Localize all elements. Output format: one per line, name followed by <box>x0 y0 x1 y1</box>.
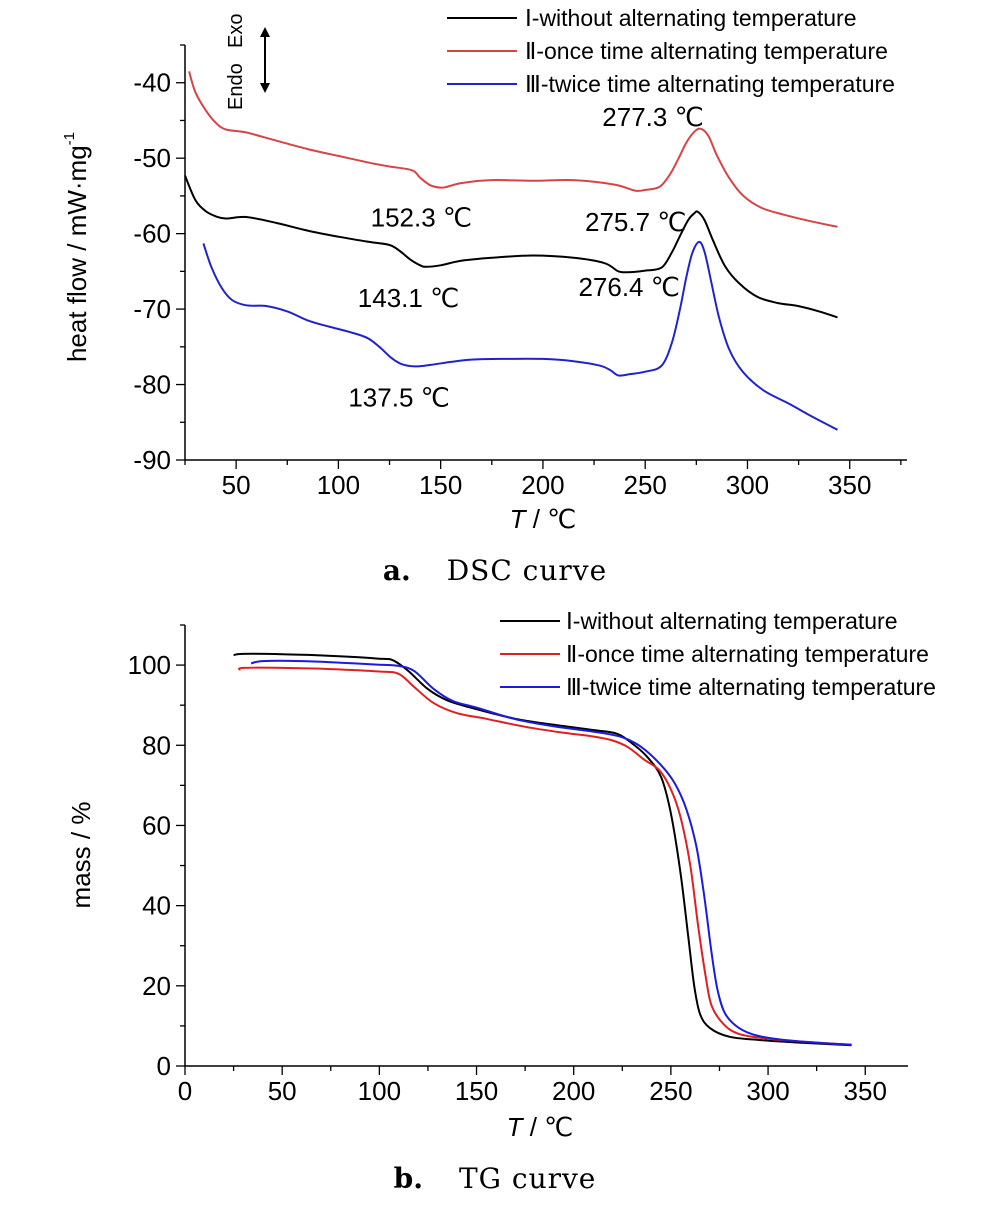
tg-series-2-line <box>237 666 852 1046</box>
tg-xlabel: T / ℃ <box>507 1112 574 1142</box>
tg-legend: Ⅰ-without alternating temperature Ⅱ-once … <box>500 608 936 700</box>
endo-label: Endo <box>225 63 247 110</box>
dsc-series-1-line <box>184 175 838 319</box>
dsc-x-tick-label: 250 <box>624 470 667 500</box>
dsc-ylabel-sup: -1 <box>61 132 78 145</box>
dsc-ylabel-main: heat flow / mW·mg <box>62 145 92 362</box>
dsc-peak-annotation-5: 276.4 ℃ <box>578 272 680 302</box>
tg-y-tick-label: 20 <box>142 971 171 1001</box>
tg-y-tick-label: 60 <box>142 810 171 840</box>
dsc-plot-area <box>184 71 838 431</box>
dsc-legend-label-2: Ⅱ-once time alternating temperature <box>525 38 888 64</box>
dsc-x-tick-label: 50 <box>222 470 251 500</box>
dsc-caption-text: DSC curve <box>447 554 607 587</box>
dsc-y-tick-label: -90 <box>133 445 171 475</box>
tg-y-tick-label: 80 <box>142 730 171 760</box>
dsc-legend-label-1: Ⅰ-without alternating temperature <box>525 5 857 31</box>
tg-legend-label-3: Ⅲ-twice time alternating temperature <box>566 674 936 700</box>
exo-label: Exo <box>225 14 247 48</box>
dsc-series-3-line <box>202 240 838 431</box>
tg-x-tick-label: 250 <box>649 1076 692 1106</box>
tg-x-tick-label: 300 <box>746 1076 789 1106</box>
tg-caption-text: TG curve <box>459 1162 596 1195</box>
tg-caption: b. TG curve <box>394 1162 597 1195</box>
dsc-x-tick-label: 150 <box>419 470 462 500</box>
dsc-peak-annotation-2: 152.3 ℃ <box>371 203 473 233</box>
dsc-peak-annotation-6: 137.5 ℃ <box>348 382 450 412</box>
dsc-peak-annotation-4: 143.1 ℃ <box>358 283 460 313</box>
dsc-ylabel: heat flow / mW·mg-1 <box>61 132 92 362</box>
tg-chart: 0 50 100 150 200 250 300 350 0 20 40 60 80 100 mass /… <box>66 608 936 1195</box>
dsc-chart: 50 100 150 200 250 300 350 -40 -50 -60 -70 -80 -90 h… <box>61 5 907 587</box>
dsc-legend-label-3: Ⅲ-twice time alternating temperature <box>525 71 895 97</box>
tg-x-tick-label: 200 <box>552 1076 595 1106</box>
dsc-x-tick-label: 300 <box>726 470 769 500</box>
tg-x-tick-label: 100 <box>358 1076 401 1106</box>
dsc-y-tick-label: -70 <box>133 294 171 324</box>
exo-endo-arrow-icon <box>260 27 270 93</box>
dsc-x-tick-label: 200 <box>521 470 564 500</box>
tg-series-3-line <box>250 659 852 1046</box>
tg-x-tick-label: 150 <box>455 1076 498 1106</box>
tg-xlabel-var: T <box>507 1112 525 1142</box>
tg-y-tick-label: 100 <box>128 650 171 680</box>
tg-x-tick-label: 50 <box>268 1076 297 1106</box>
dsc-ticks: 50 100 150 200 250 300 350 -40 -50 -60 -70 -80 -90 <box>133 44 902 500</box>
dsc-xlabel-unit: / ℃ <box>526 504 577 534</box>
exo-endo-indicator: Exo Endo <box>225 14 270 110</box>
dsc-y-tick-label: -60 <box>133 219 171 249</box>
dsc-y-tick-label: -50 <box>133 143 171 173</box>
tg-x-tick-label: 350 <box>844 1076 887 1106</box>
dsc-y-tick-label: -80 <box>133 370 171 400</box>
tg-caption-letter: b. <box>394 1162 423 1195</box>
tg-xlabel-unit: / ℃ <box>523 1112 574 1142</box>
tg-ticks: 0 50 100 150 200 250 300 350 0 20 40 60 80 100 <box>128 624 887 1106</box>
dsc-xlabel: T / ℃ <box>510 504 577 534</box>
dsc-annotations: 277.3 ℃ 152.3 ℃ 275.7 ℃ 143.1 ℃ 276.4 ℃ 137.5… <box>348 102 703 413</box>
tg-y-tick-label: 0 <box>157 1051 171 1081</box>
tg-x-tick-label: 0 <box>178 1076 192 1106</box>
dsc-series-2-line <box>188 71 838 228</box>
tg-y-tick-label: 40 <box>142 891 171 921</box>
tg-plot-area <box>233 652 852 1047</box>
tg-ylabel: mass / % <box>66 802 96 909</box>
tg-legend-label-1: Ⅰ-without alternating temperature <box>566 608 898 634</box>
dsc-axes <box>184 45 907 461</box>
dsc-legend: Ⅰ-without alternating temperature Ⅱ-once … <box>447 5 895 97</box>
dsc-x-tick-label: 350 <box>828 470 871 500</box>
tg-legend-label-2: Ⅱ-once time alternating temperature <box>566 641 929 667</box>
dsc-caption: a. DSC curve <box>383 554 607 587</box>
dsc-peak-annotation-1: 277.3 ℃ <box>602 102 704 132</box>
dsc-xlabel-var: T <box>510 504 528 534</box>
dsc-y-tick-label: -40 <box>133 68 171 98</box>
tg-axes <box>184 625 908 1067</box>
dsc-peak-annotation-3: 275.7 ℃ <box>585 207 687 237</box>
dsc-x-tick-label: 100 <box>317 470 360 500</box>
dsc-caption-letter: a. <box>383 554 411 587</box>
tg-series-1-line <box>233 652 852 1047</box>
